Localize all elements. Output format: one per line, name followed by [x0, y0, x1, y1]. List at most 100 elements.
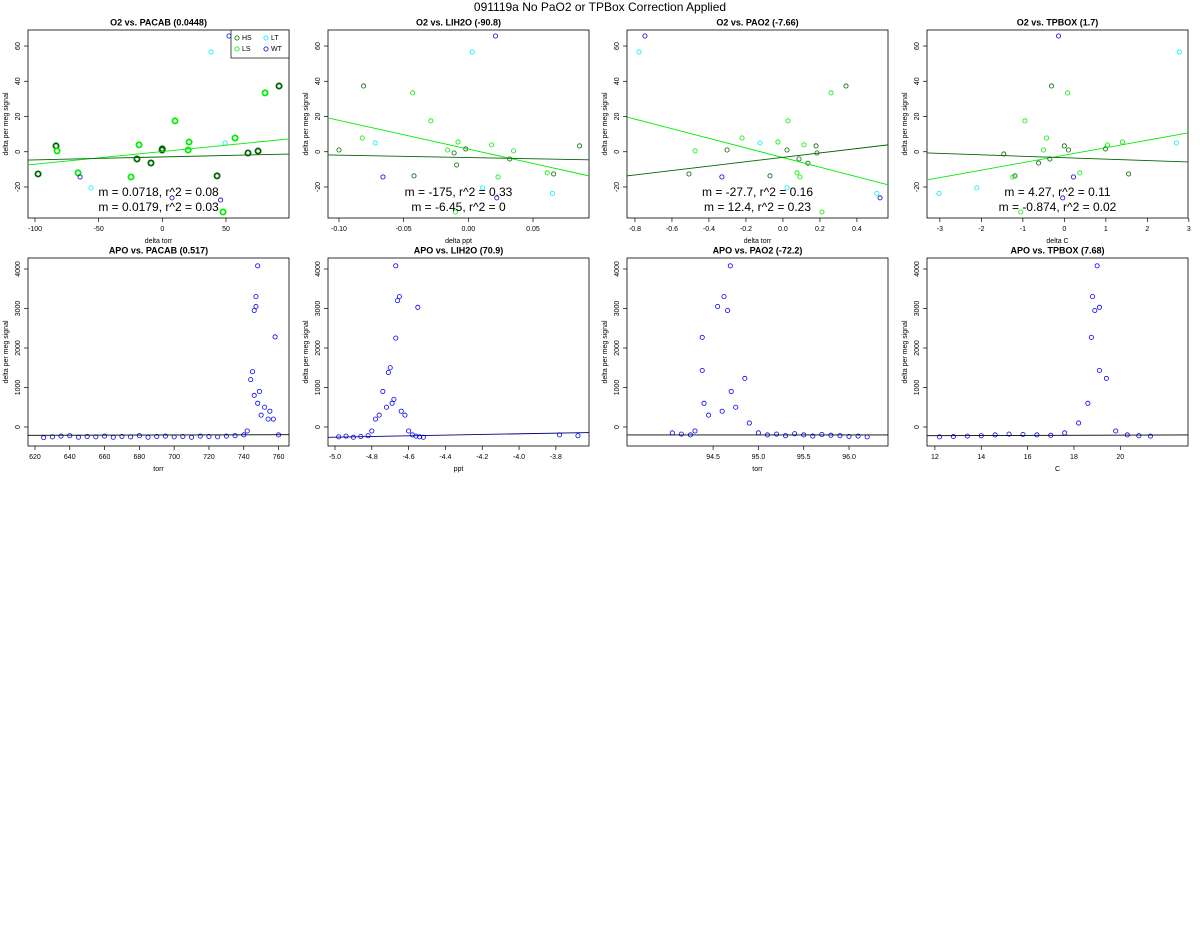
x-tick-label: -0.8	[629, 226, 641, 233]
x-tick-label: -1	[1020, 226, 1026, 233]
y-tick-label: 40	[15, 77, 22, 85]
x-tick-label: 20	[1116, 454, 1124, 461]
x-tick-label: 16	[1024, 454, 1032, 461]
point	[102, 433, 108, 439]
y-axis-label: delta per meg signal	[902, 320, 909, 383]
point	[1085, 400, 1091, 406]
y-tick-label: 40	[315, 77, 322, 85]
point	[715, 304, 721, 310]
annotation: m = 12.4, r^2 = 0.23	[704, 200, 811, 214]
x-axis-label: torr	[153, 466, 164, 473]
y-axis-label: delta per meg signal	[602, 320, 609, 383]
point	[494, 195, 500, 201]
point	[258, 412, 264, 418]
plot-frame	[327, 29, 590, 219]
point	[208, 49, 214, 55]
point	[265, 416, 271, 422]
panel-title: O2 vs. PACAB (0.0448)	[110, 17, 207, 27]
point	[385, 369, 391, 375]
point	[846, 433, 852, 439]
point	[255, 263, 261, 269]
fit-line	[328, 117, 589, 177]
y-tick-label: 4000	[614, 261, 621, 277]
point	[742, 375, 748, 381]
point	[792, 431, 798, 437]
point	[575, 433, 581, 439]
x-tick-label: -50	[94, 226, 104, 233]
point	[797, 174, 803, 180]
point	[974, 185, 980, 191]
point	[1103, 375, 1109, 381]
point	[699, 368, 705, 374]
x-tick-label: -4.6	[403, 454, 415, 461]
point	[445, 147, 451, 153]
point	[1061, 143, 1067, 149]
point	[189, 434, 195, 440]
point	[154, 433, 160, 439]
x-tick-label: -5.0	[329, 454, 341, 461]
point	[272, 334, 278, 340]
point	[1088, 334, 1094, 340]
point	[147, 159, 155, 167]
y-axis-label: delta per meg signal	[3, 92, 10, 155]
x-tick-label: -0.2	[740, 226, 752, 233]
y-tick-label: 40	[914, 77, 921, 85]
point	[135, 141, 143, 149]
y-tick-label: 0	[315, 150, 322, 154]
x-tick-label: 94.5	[706, 454, 720, 461]
point	[783, 433, 789, 439]
point	[1056, 33, 1062, 39]
x-tick-label: 620	[29, 454, 41, 461]
point	[1076, 420, 1082, 426]
point	[724, 147, 730, 153]
point	[393, 263, 399, 269]
point	[864, 434, 870, 440]
annotation: m = 0.0179, r^2 = 0.03	[98, 200, 219, 214]
x-tick-label: 0	[1062, 226, 1066, 233]
y-tick-label: 1000	[315, 380, 322, 396]
point	[206, 433, 212, 439]
point	[256, 388, 262, 394]
x-tick-label: -0.10	[331, 226, 347, 233]
panel: APO vs. LIH2O (70.9) ppt delta per meg sig…	[303, 245, 590, 473]
x-tick-label: -100	[28, 226, 42, 233]
point	[511, 148, 517, 154]
y-tick-label: 20	[315, 113, 322, 121]
x-tick-label: 1	[1104, 226, 1108, 233]
x-axis-label: delta torr	[145, 238, 173, 245]
x-tick-label: 50	[222, 226, 230, 233]
point	[495, 174, 501, 180]
point	[275, 82, 283, 90]
point	[380, 388, 386, 394]
point	[642, 33, 648, 39]
point	[380, 174, 386, 180]
x-tick-label: 3	[1187, 226, 1191, 233]
panel-title: APO vs. TPBOX (7.68)	[1010, 245, 1104, 255]
panel-title: APO vs. PACAB (0.517)	[109, 245, 208, 255]
point	[402, 412, 408, 418]
point	[270, 416, 276, 422]
point	[733, 404, 739, 410]
legend-box	[230, 29, 290, 59]
point	[261, 89, 269, 97]
point	[1126, 171, 1132, 177]
y-tick-label: 0	[315, 425, 322, 429]
y-tick-label: 40	[614, 77, 621, 85]
point	[1094, 263, 1100, 269]
point	[244, 428, 250, 434]
panel: O2 vs. PAO2 (-7.66) delta torr delta per m…	[602, 17, 889, 245]
point	[127, 173, 135, 181]
plot-frame	[27, 29, 290, 219]
point	[41, 435, 47, 441]
fit-line	[927, 152, 1188, 163]
annotation: m = -27.7, r^2 = 0.16	[702, 185, 813, 199]
point	[391, 396, 397, 402]
point	[636, 49, 642, 55]
point	[1062, 430, 1068, 436]
point	[1044, 135, 1050, 141]
point	[58, 433, 64, 439]
point	[874, 191, 880, 197]
point	[1048, 83, 1054, 89]
point	[110, 434, 116, 440]
point	[119, 433, 125, 439]
